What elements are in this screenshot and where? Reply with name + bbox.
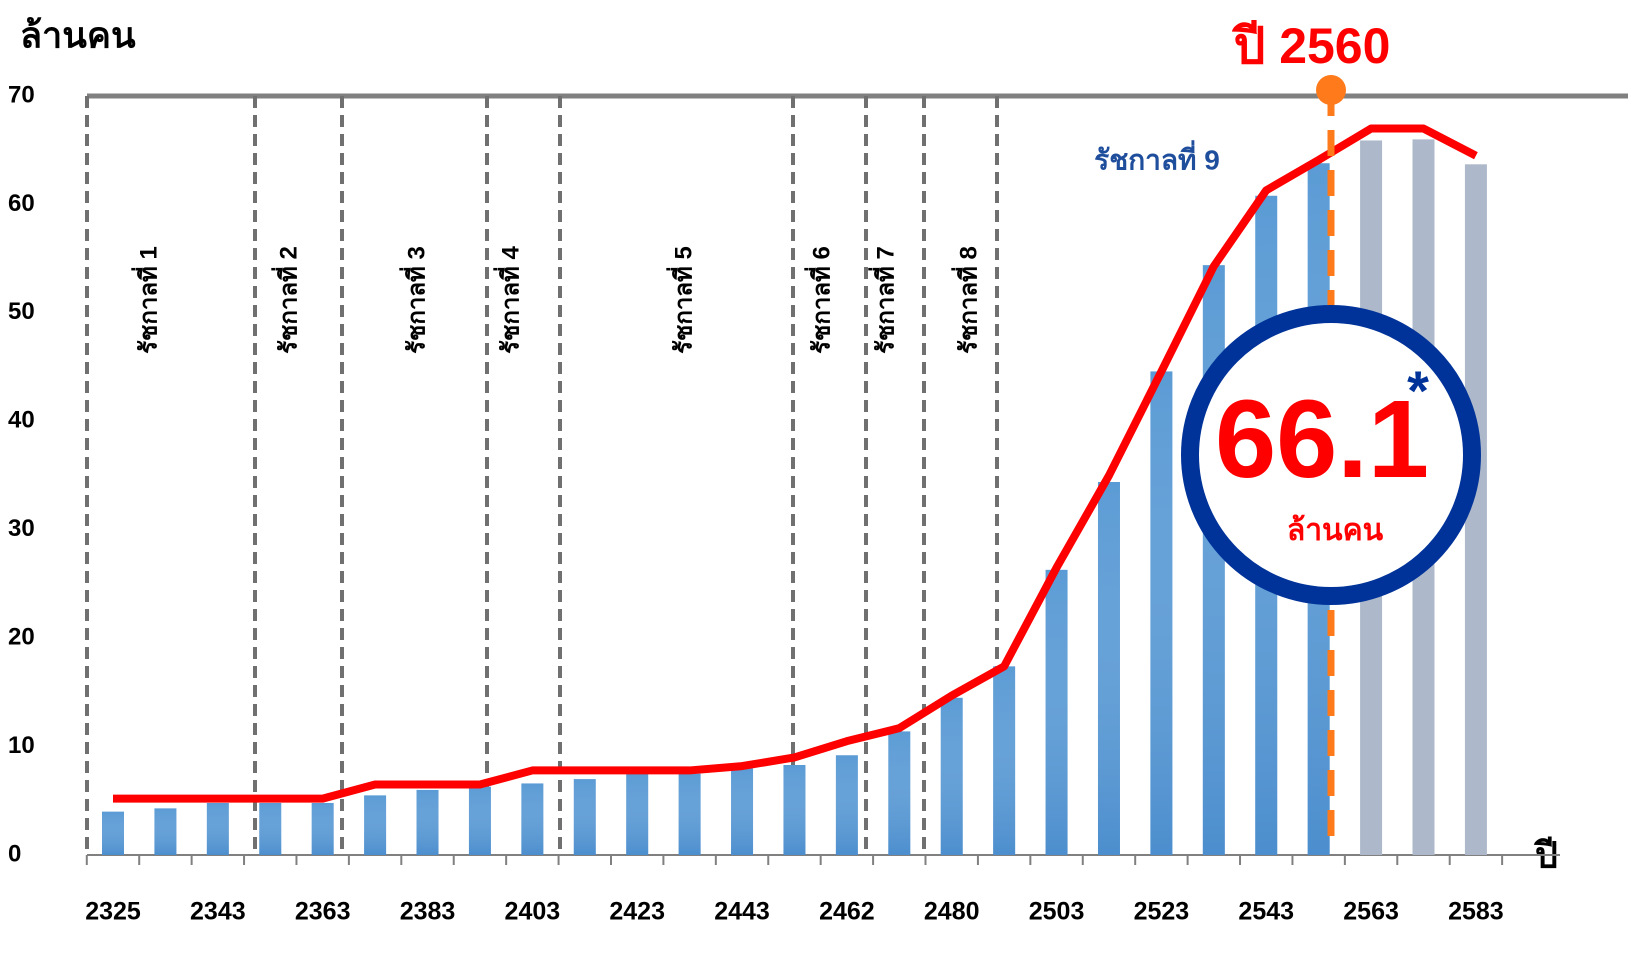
highlight-ring (1181, 305, 1481, 605)
y-tick-label: 60 (8, 190, 35, 217)
x-tick-label: 2423 (609, 898, 665, 926)
x-tick-label: 2403 (505, 898, 561, 926)
bar-shade (1150, 371, 1173, 855)
highlight-value: 66.1 (1215, 378, 1429, 501)
x-tick-label: 2343 (190, 898, 246, 926)
bar-shade (154, 808, 177, 855)
reign-label: รัชกาลที่ 5 (665, 246, 697, 354)
bar-shade (1097, 482, 1120, 855)
bar-shade (206, 802, 229, 855)
x-tick-label: 2583 (1448, 898, 1504, 926)
reign-label: รัชกาลที่ 3 (398, 246, 430, 354)
reign-label: รัชกาลที่ 2 (270, 246, 302, 354)
bar-shade (311, 802, 334, 855)
y-tick-label: 70 (8, 81, 35, 108)
x-tick-label: 2462 (819, 898, 875, 926)
bar-shade (678, 773, 701, 855)
bar-shade (783, 765, 806, 855)
y-tick-label: 50 (8, 298, 35, 325)
bar (1464, 164, 1487, 855)
x-tick-label: 2523 (1134, 898, 1190, 926)
trend-line (113, 124, 1478, 803)
x-tick-label: 2543 (1238, 898, 1294, 926)
bar-shade (468, 786, 491, 855)
reign-label: รัชกาลที่ 6 (803, 246, 835, 354)
y-axis-label: ล้านคน (20, 15, 136, 56)
year-dot (1316, 75, 1346, 105)
bar-shade (888, 731, 911, 855)
bar-shade (731, 768, 754, 855)
bar-shade (626, 773, 649, 855)
bar-shade (102, 811, 124, 855)
bar-shade (259, 802, 282, 855)
reign-label: รัชกาลที่ 1 (130, 246, 162, 354)
reign-label: รัชกาลที่ 8 (950, 246, 982, 354)
x-tick-label: 2325 (85, 898, 141, 926)
y-tick-label: 20 (8, 623, 35, 650)
reign-label: รัชกาลที่ 7 (867, 246, 899, 354)
x-tick-label: 2563 (1343, 898, 1399, 926)
bar-shade (573, 779, 596, 855)
y-tick-label: 0 (8, 840, 21, 867)
y-tick-label: 30 (8, 515, 35, 542)
bar-shade (1045, 569, 1068, 855)
bar-shade (364, 795, 387, 855)
x-tick-label: 2443 (714, 898, 770, 926)
bar-shade (940, 697, 963, 855)
reign-label: รัชกาลที่ 9 (1094, 139, 1220, 175)
bar-shade (993, 666, 1016, 855)
highlight-unit: ล้านคน (1287, 514, 1384, 547)
bar-shade (416, 789, 439, 855)
x-tick-label: 2383 (400, 898, 456, 926)
x-tick-label: 2480 (924, 898, 980, 926)
highlight-year: ปี 2560 (1231, 18, 1390, 74)
bar-shade (835, 755, 858, 855)
highlight-star: * (1407, 359, 1429, 422)
reign-label: รัชกาลที่ 4 (492, 245, 524, 353)
y-tick-label: 40 (8, 407, 35, 434)
x-tick-label: 2503 (1029, 898, 1085, 926)
x-tick-label: 2363 (295, 898, 351, 926)
y-tick-label: 10 (8, 732, 35, 759)
bar-shade (521, 783, 544, 855)
